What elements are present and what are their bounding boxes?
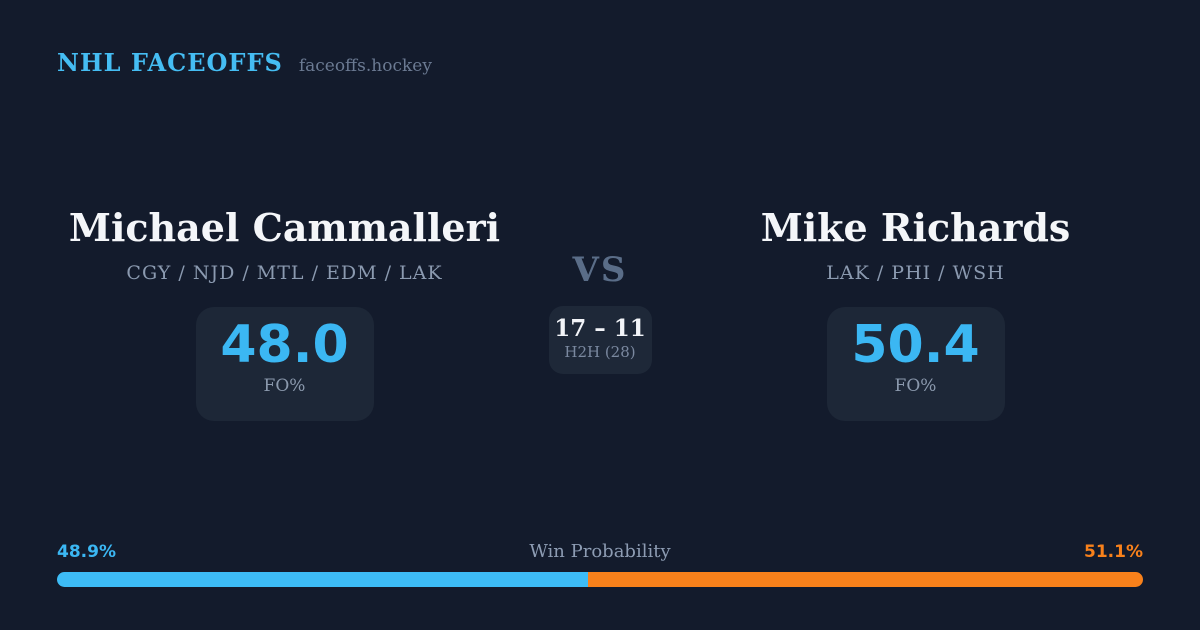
win-prob-bar-right-segment xyxy=(588,572,1143,587)
header: NHL FACEOFFS faceoffs.hockey xyxy=(57,48,432,77)
player-left-name: Michael Cammalleri xyxy=(68,205,501,250)
player-left-stat-box: 48.0 FO% xyxy=(195,306,374,421)
player-right-name: Mike Richards xyxy=(760,205,1071,250)
player-left-teams: CGY / NJD / MTL / EDM / LAK xyxy=(126,261,443,284)
win-probability-bar xyxy=(57,572,1143,587)
brand-title: NHL FACEOFFS xyxy=(57,48,283,77)
win-probability-section: 48.9% Win Probability 51.1% xyxy=(57,541,1143,587)
h2h-score: 17 – 11 xyxy=(554,315,646,342)
player-right-stat-box: 50.4 FO% xyxy=(826,306,1005,421)
h2h-label: H2H (28) xyxy=(564,343,636,362)
center-column: VS 17 – 11 H2H (28) xyxy=(512,208,688,421)
win-probability-labels: 48.9% Win Probability 51.1% xyxy=(57,541,1143,562)
player-left-fo-pct: 48.0 xyxy=(220,314,349,375)
win-probability-title: Win Probability xyxy=(529,541,671,562)
site-url: faceoffs.hockey xyxy=(298,56,432,76)
player-left-stat-label: FO% xyxy=(263,376,306,397)
player-right-column: Mike Richards LAK / PHI / WSH 50.4 FO% xyxy=(688,208,1143,421)
matchup-section: Michael Cammalleri CGY / NJD / MTL / EDM… xyxy=(57,208,1143,421)
h2h-box: 17 – 11 H2H (28) xyxy=(548,306,652,374)
vs-label: VS xyxy=(572,250,628,290)
player-left-column: Michael Cammalleri CGY / NJD / MTL / EDM… xyxy=(57,208,512,421)
player-right-stat-label: FO% xyxy=(894,376,937,397)
player-right-teams: LAK / PHI / WSH xyxy=(826,261,1005,284)
win-prob-right-value: 51.1% xyxy=(1084,542,1143,562)
win-prob-bar-left-segment xyxy=(57,572,589,587)
player-right-fo-pct: 50.4 xyxy=(851,314,980,375)
win-prob-left-value: 48.9% xyxy=(57,542,116,562)
